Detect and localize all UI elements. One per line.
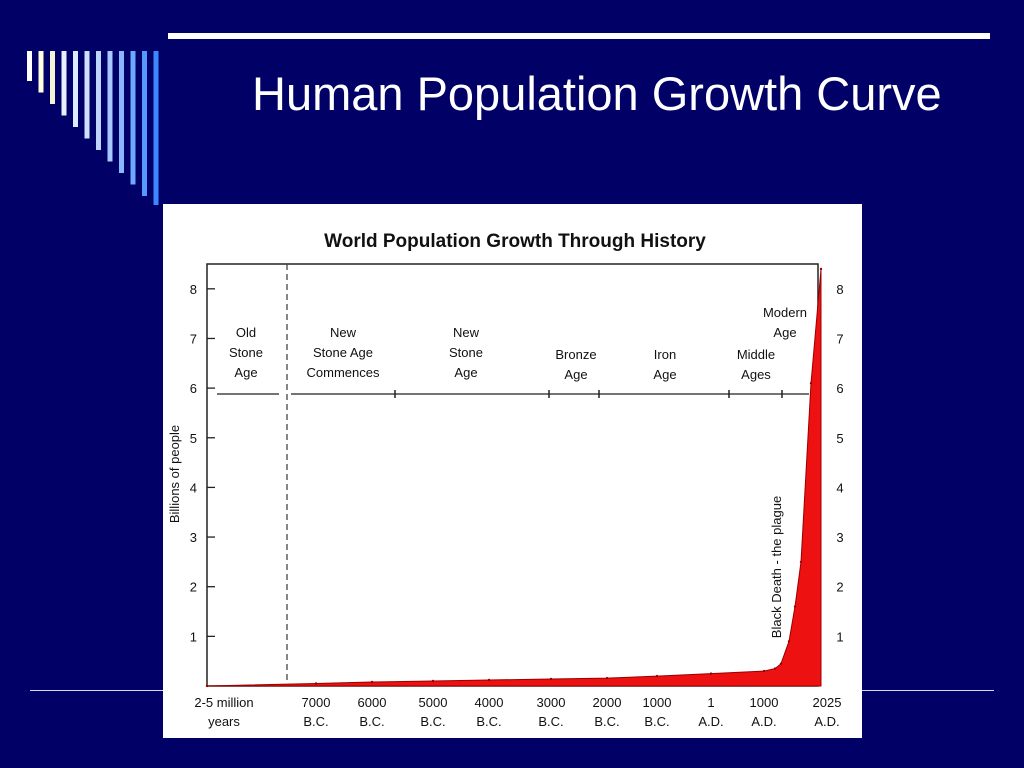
era-label: Age: [653, 367, 676, 382]
plot-frame: [206, 263, 819, 687]
x-tick-label: B.C.: [303, 714, 328, 729]
data-point: [314, 682, 318, 685]
era-label: Stone: [449, 345, 483, 360]
y-tick-label: 5: [190, 431, 197, 446]
y-tick-label: 1: [190, 629, 197, 644]
era-label: Iron: [654, 347, 676, 362]
deco-stripe: [153, 51, 159, 205]
era-label: Old: [236, 325, 256, 340]
slide-title: Human Population Growth Curve: [252, 67, 942, 120]
data-point: [431, 679, 435, 683]
x-tick-label: 4000: [475, 695, 504, 710]
population-chart: World Population Growth Through History …: [167, 231, 844, 729]
data-point: [549, 677, 553, 681]
data-point: [799, 560, 803, 564]
data-point: [487, 678, 491, 682]
x-tick-label: 1: [707, 695, 714, 710]
data-point: [709, 672, 713, 675]
y-tick-label-right: 7: [836, 331, 843, 346]
x-tick-label: A.D.: [751, 714, 776, 729]
chart-panel: World Population Growth Through History …: [163, 204, 862, 738]
data-point: [809, 382, 813, 385]
deco-stripe: [107, 51, 113, 162]
x-tick-label: 2-5 million: [194, 695, 253, 710]
x-tick-label: A.D.: [814, 714, 839, 729]
x-tick-label: 2000: [593, 695, 622, 710]
black-death-annotation: Black Death - the plague: [769, 496, 784, 638]
x-tick-label: 3000: [537, 695, 566, 710]
era-label: Middle: [737, 347, 775, 362]
x-tick-label: 7000: [302, 695, 331, 710]
era-label: Age: [234, 365, 257, 380]
era-label: Commences: [307, 365, 380, 380]
data-point: [762, 669, 766, 673]
chart-title: World Population Growth Through History: [324, 231, 706, 252]
x-tick-label: B.C.: [420, 714, 445, 729]
x-tick-label: 5000: [419, 695, 448, 710]
y-tick-label: 2: [190, 580, 197, 595]
y-tick-label-right: 8: [836, 282, 843, 297]
deco-stripe: [84, 51, 90, 139]
population-area: [206, 268, 822, 687]
x-tick-label: 2025: [813, 695, 842, 710]
x-tick-label: 1000: [643, 695, 672, 710]
era-label: New: [330, 325, 357, 340]
era-label: Age: [454, 365, 477, 380]
deco-stripe: [142, 51, 147, 196]
data-point: [779, 662, 783, 665]
data-point: [605, 676, 609, 680]
deco-stripe: [61, 51, 67, 116]
data-point: [370, 680, 374, 684]
y-tick-label-right: 4: [836, 480, 843, 495]
era-label: Ages: [741, 367, 771, 382]
y-tick-label: 4: [190, 480, 197, 495]
deco-stripe: [119, 51, 124, 173]
x-tick-label: B.C.: [594, 714, 619, 729]
data-point: [787, 640, 791, 643]
era-label: Stone: [229, 345, 263, 360]
era-label: Stone Age: [313, 345, 373, 360]
deco-stripe: [38, 51, 44, 93]
y-tick-label: 3: [190, 530, 197, 545]
y-tick-label-right: 3: [836, 530, 843, 545]
era-label: Age: [773, 325, 796, 340]
era-label: Bronze: [555, 347, 596, 362]
x-tick-label: B.C.: [538, 714, 563, 729]
x-tick-label: B.C.: [476, 714, 501, 729]
decorative-stripes: [27, 51, 159, 205]
x-tick-label: 6000: [358, 695, 387, 710]
x-tick-label: years: [208, 714, 240, 729]
x-tick-label: B.C.: [644, 714, 669, 729]
y-tick-label-right: 2: [836, 580, 843, 595]
title-rule: [168, 33, 990, 39]
data-point: [205, 684, 209, 688]
deco-stripe: [27, 51, 32, 81]
era-label: New: [453, 325, 480, 340]
x-tick-label: B.C.: [359, 714, 384, 729]
y-tick-label: 7: [190, 331, 197, 346]
deco-stripe: [130, 51, 136, 185]
x-tick-label: 1000: [750, 695, 779, 710]
y-tick-label-right: 5: [836, 431, 843, 446]
y-tick-label-right: 1: [836, 629, 843, 644]
y-tick-label: 6: [190, 381, 197, 396]
deco-stripe: [50, 51, 55, 104]
era-label: Age: [564, 367, 587, 382]
data-point: [773, 667, 777, 670]
data-point: [655, 674, 659, 678]
y-tick-label-right: 6: [836, 381, 843, 396]
y-tick-label: 8: [190, 282, 197, 297]
deco-stripe: [96, 51, 101, 150]
x-tick-label: A.D.: [698, 714, 723, 729]
data-point: [819, 267, 823, 271]
data-point: [793, 605, 797, 608]
deco-stripe: [73, 51, 78, 127]
era-label: Modern: [763, 305, 807, 320]
y-axis-label: Billions of people: [167, 425, 182, 523]
